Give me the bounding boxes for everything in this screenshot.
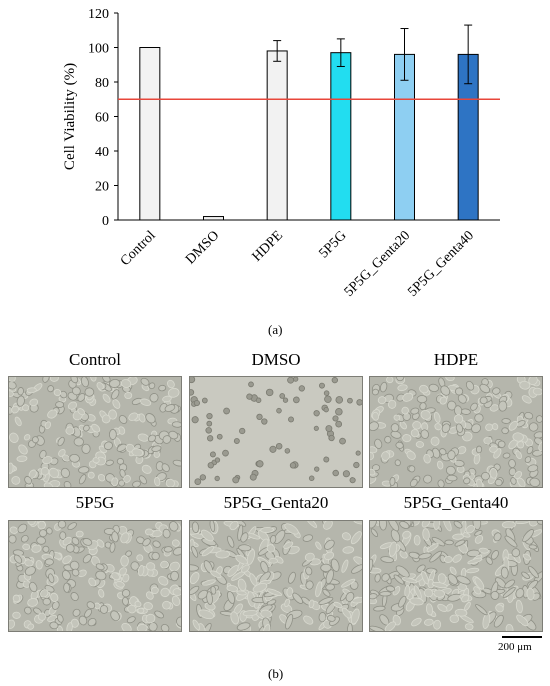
- micrograph-title: 5P5G_Genta20: [223, 493, 329, 512]
- y-tick-label: 60: [95, 111, 109, 126]
- x-tick-label: HDPE: [250, 228, 286, 264]
- scale-bar: [502, 636, 542, 638]
- y-tick-label: 80: [95, 76, 109, 91]
- cell-texture: [9, 521, 181, 631]
- micrograph-image: [8, 376, 182, 488]
- micrograph-image: [189, 520, 363, 632]
- y-tick-label: 100: [88, 42, 109, 57]
- x-tick-label: 5P5G_Genta20: [342, 228, 414, 300]
- x-tick-label: 5P5G: [316, 228, 349, 261]
- panel-a-label: (a): [268, 322, 283, 337]
- cell-texture: [9, 377, 181, 487]
- micrograph-title: 5P5G_Genta40: [403, 493, 509, 512]
- cell-texture: [190, 521, 362, 631]
- y-tick-label: 20: [95, 180, 109, 195]
- cell-viability-chart: 0 20 40 60 80 100 120 Cell Viability (%) Control…: [62, 7, 500, 300]
- y-tick-label: 120: [88, 7, 109, 22]
- micrograph-image: [369, 376, 543, 488]
- y-tick-label: 40: [95, 145, 109, 160]
- micrograph-title: HDPE: [433, 350, 479, 369]
- cell-texture: [370, 521, 542, 631]
- x-tick-label: Control: [118, 228, 159, 269]
- y-axis-label: Cell Viability (%): [62, 63, 78, 170]
- bar-hdpe: [266, 50, 288, 221]
- scale-bar-label: 200 μm: [498, 641, 532, 653]
- panel-b-label: (b): [268, 666, 284, 681]
- cell-texture: [190, 377, 362, 487]
- bar-5p5g: [330, 52, 352, 221]
- micrograph-title: Control: [69, 350, 121, 369]
- micrograph-title: DMSO: [251, 350, 301, 369]
- cell-texture: [370, 377, 542, 487]
- x-tick-label: 5P5G_Genta40: [405, 228, 477, 300]
- micrograph-image: [369, 520, 543, 632]
- bar-control: [139, 47, 161, 221]
- micrograph-image: [189, 376, 363, 488]
- micrograph-title: 5P5G: [75, 493, 115, 512]
- bar-dmso: [203, 216, 224, 221]
- micrograph-image: [8, 520, 182, 632]
- y-tick-label: 0: [102, 214, 109, 229]
- x-tick-label: DMSO: [183, 228, 222, 267]
